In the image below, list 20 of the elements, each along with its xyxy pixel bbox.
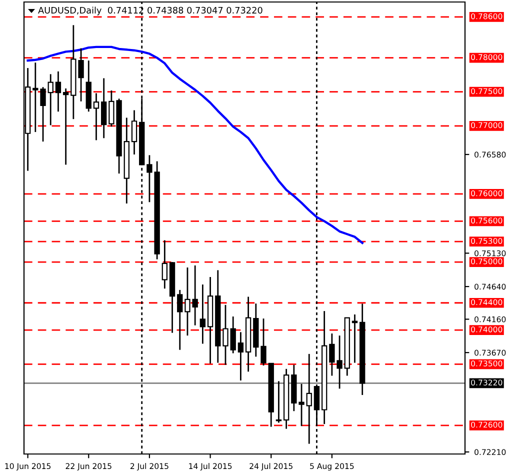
candlestick bbox=[276, 380, 282, 424]
candlestick bbox=[93, 92, 100, 141]
candlestick bbox=[40, 86, 46, 142]
candlestick bbox=[55, 70, 62, 112]
candlestick bbox=[238, 331, 244, 382]
candlestick bbox=[162, 240, 168, 290]
candlestick bbox=[306, 353, 312, 444]
line-series bbox=[26, 46, 364, 244]
candlestick bbox=[62, 88, 69, 166]
candlestick bbox=[101, 78, 107, 139]
candlestick bbox=[260, 318, 266, 366]
candlestick bbox=[230, 316, 236, 354]
candlestick bbox=[48, 73, 54, 126]
candlestick bbox=[32, 62, 38, 133]
candlestick bbox=[352, 314, 358, 364]
candlestick bbox=[177, 289, 183, 351]
candlestick bbox=[131, 110, 138, 156]
text: AUDUSD,Daily 0.74112 0.74388 0.73047 0.73220 bbox=[38, 6, 262, 16]
candlestick bbox=[200, 284, 206, 344]
candlestick bbox=[222, 304, 228, 366]
